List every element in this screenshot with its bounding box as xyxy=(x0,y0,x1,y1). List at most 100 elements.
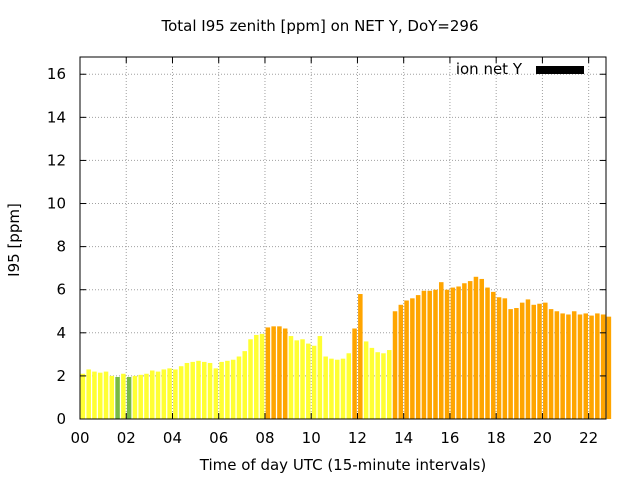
bar xyxy=(138,374,143,419)
bar xyxy=(340,358,346,419)
bar xyxy=(346,353,352,419)
bar xyxy=(514,308,519,419)
bar xyxy=(254,334,259,419)
bar xyxy=(485,287,490,419)
bar xyxy=(150,370,155,419)
bar xyxy=(566,314,571,419)
bar xyxy=(115,376,120,419)
bar xyxy=(479,278,484,419)
bar xyxy=(467,281,473,419)
bar xyxy=(439,282,444,419)
bar xyxy=(502,298,508,419)
bar xyxy=(600,314,606,419)
x-tick-label: 10 xyxy=(302,429,321,447)
bar xyxy=(144,373,149,419)
bar xyxy=(242,351,247,420)
bar xyxy=(126,376,132,419)
bar xyxy=(230,359,236,419)
bar xyxy=(271,326,276,419)
bar xyxy=(121,373,126,419)
bar xyxy=(80,373,86,419)
x-tick-label: 08 xyxy=(255,429,274,447)
bar xyxy=(300,339,305,419)
bar xyxy=(103,371,109,419)
bar xyxy=(381,353,386,419)
bar xyxy=(109,375,115,419)
bar xyxy=(537,303,542,419)
x-tick-label: 06 xyxy=(209,429,228,447)
bar xyxy=(334,359,340,419)
bar xyxy=(277,326,282,419)
bar xyxy=(323,356,328,419)
x-tick-label: 14 xyxy=(394,429,413,447)
bar xyxy=(410,298,415,419)
bar-series xyxy=(80,276,612,420)
bar xyxy=(392,311,398,419)
bar xyxy=(595,313,600,419)
y-tick-label: 8 xyxy=(56,238,66,256)
bar xyxy=(352,328,357,419)
x-axis-label: Time of day UTC (15-minute intervals) xyxy=(199,456,487,474)
bar xyxy=(375,352,380,419)
bar xyxy=(202,361,207,419)
x-tick-label: 20 xyxy=(533,429,552,447)
bar xyxy=(508,309,513,419)
y-tick-label: 2 xyxy=(56,367,66,385)
bar xyxy=(421,290,427,419)
plot-frame xyxy=(79,56,607,420)
x-tick-label: 22 xyxy=(579,429,598,447)
bar xyxy=(178,366,184,419)
bar xyxy=(219,361,224,419)
bar xyxy=(207,362,213,419)
bar xyxy=(444,289,450,419)
bar xyxy=(433,289,438,419)
bar xyxy=(606,316,612,419)
bar xyxy=(236,356,242,419)
y-tick-label: 16 xyxy=(47,65,66,83)
bar xyxy=(519,302,525,419)
bar xyxy=(525,299,531,419)
bar xyxy=(97,372,103,419)
bar xyxy=(329,358,334,419)
bar xyxy=(543,302,548,419)
chart-title: Total I95 zenith [ppm] on NET Y, DoY=296 xyxy=(161,17,479,35)
bar xyxy=(190,361,195,419)
x-tick-label: 12 xyxy=(348,429,367,447)
bar xyxy=(369,347,375,419)
bar xyxy=(213,368,219,419)
bar xyxy=(531,304,536,419)
y-tick-label: 4 xyxy=(56,324,66,342)
y-tick-label: 0 xyxy=(56,410,66,428)
bar xyxy=(294,340,300,419)
bar xyxy=(398,304,404,419)
bar xyxy=(92,371,97,419)
y-axis-label: I95 [ppm] xyxy=(5,203,23,277)
bar xyxy=(554,311,560,419)
bar xyxy=(427,290,432,419)
y-tick-label: 6 xyxy=(56,281,66,299)
bar xyxy=(577,314,583,419)
bar xyxy=(583,313,589,419)
y-tick-label: 12 xyxy=(47,151,66,169)
bar xyxy=(415,295,421,419)
bar xyxy=(259,333,265,419)
bar xyxy=(589,315,594,419)
bar xyxy=(86,369,91,419)
bar xyxy=(548,309,554,419)
legend-swatch xyxy=(536,66,584,74)
bar xyxy=(155,371,161,419)
x-tick-label: 02 xyxy=(117,429,136,447)
x-tick-label: 04 xyxy=(163,429,182,447)
bar xyxy=(491,291,496,419)
x-tick-label: 16 xyxy=(440,429,459,447)
bar xyxy=(167,368,172,419)
bar xyxy=(173,369,178,419)
bar xyxy=(132,375,138,419)
bar xyxy=(496,297,502,419)
bar xyxy=(288,336,294,419)
bar xyxy=(161,369,167,419)
bar xyxy=(404,300,409,419)
bar xyxy=(196,360,201,419)
